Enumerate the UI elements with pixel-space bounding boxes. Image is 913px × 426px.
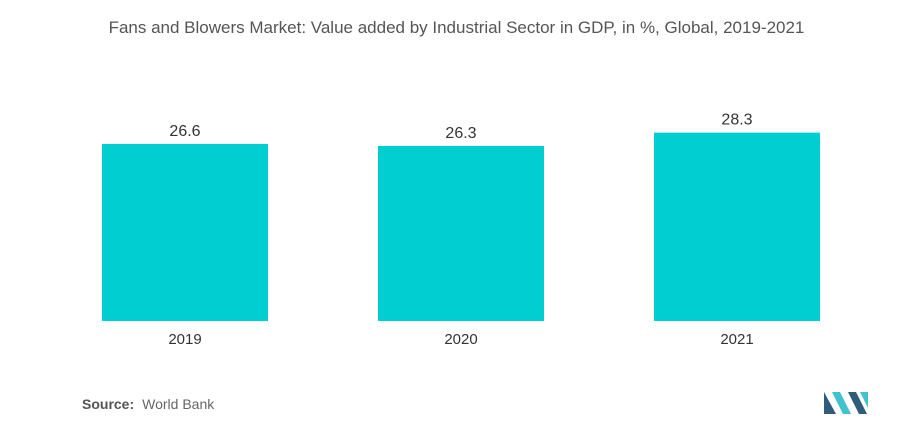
logo-middle-shape bbox=[832, 392, 851, 414]
value-label-2021: 28.3 bbox=[721, 112, 752, 129]
logo-left-shape bbox=[824, 392, 836, 414]
x-tick-label-2021: 2021 bbox=[720, 331, 753, 348]
source-note: Source: World Bank bbox=[82, 396, 214, 412]
source-label: Source: bbox=[82, 396, 135, 412]
value-label-2020: 26.3 bbox=[445, 125, 476, 142]
mordor-intelligence-logo bbox=[824, 392, 868, 414]
logo-right-shape bbox=[848, 392, 867, 414]
source-value: World Bank bbox=[142, 396, 215, 412]
logo-right-edge bbox=[860, 392, 868, 408]
chart-title: Fans and Blowers Market: Value added by … bbox=[108, 18, 805, 37]
bar-2019 bbox=[102, 143, 268, 321]
x-tick-label-2019: 2019 bbox=[168, 331, 201, 348]
value-labels-layer: 26.6 26.3 28.3 bbox=[169, 112, 752, 142]
bars-layer bbox=[102, 132, 820, 321]
bar-2021 bbox=[654, 132, 820, 321]
x-tick-label-2020: 2020 bbox=[444, 331, 477, 348]
bar-2020 bbox=[378, 145, 544, 321]
x-axis-ticks: 2019 2020 2021 bbox=[168, 331, 753, 348]
value-label-2019: 26.6 bbox=[169, 123, 200, 140]
